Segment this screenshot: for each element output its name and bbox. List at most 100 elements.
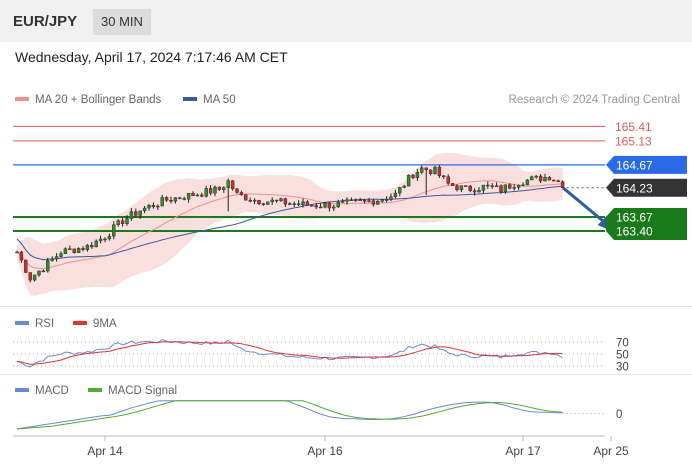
legend-macd-signal-label: MACD Signal bbox=[108, 385, 178, 397]
candle-body bbox=[147, 205, 151, 209]
candle-body bbox=[142, 207, 147, 212]
candle-body bbox=[446, 176, 450, 184]
legend-rsi-ma: 9MA bbox=[73, 318, 117, 330]
candle-body bbox=[415, 172, 420, 179]
candle-body bbox=[305, 201, 310, 206]
candle-body bbox=[340, 200, 345, 203]
candle-body bbox=[323, 202, 327, 208]
candle-body bbox=[332, 206, 336, 209]
candle-body bbox=[411, 174, 415, 179]
candle-body bbox=[296, 203, 301, 205]
candle-body bbox=[204, 188, 208, 197]
level-tag-164.67 bbox=[606, 155, 687, 174]
candle-body bbox=[156, 205, 160, 208]
legend-macd-signal: MACD Signal bbox=[88, 385, 177, 397]
rsi-level-label-30: 30 bbox=[616, 362, 629, 374]
candle-body bbox=[516, 184, 521, 188]
candle-body bbox=[261, 203, 266, 205]
forecast-arrow bbox=[562, 186, 612, 232]
legend-rsi-label: RSI bbox=[35, 318, 55, 330]
candle-body bbox=[490, 185, 494, 187]
candle-body bbox=[384, 199, 389, 201]
support-tag bbox=[606, 207, 687, 241]
candle-body bbox=[406, 174, 411, 187]
candle-body bbox=[428, 169, 433, 174]
candle-body bbox=[59, 253, 63, 257]
timeframe-button[interactable]: 30 MIN bbox=[93, 9, 151, 35]
ma20-swatch bbox=[15, 96, 29, 101]
candle-body bbox=[318, 206, 323, 209]
candle-body bbox=[19, 251, 24, 261]
candle-body bbox=[37, 270, 41, 276]
candle-body bbox=[191, 192, 195, 197]
candle-body bbox=[464, 185, 468, 187]
candle-body bbox=[552, 179, 556, 182]
legend-ma50-label: MA 50 bbox=[203, 94, 236, 106]
legend-ma20: MA 20 + Bollinger Bands bbox=[15, 94, 161, 106]
price-levels bbox=[13, 125, 605, 233]
candle-body bbox=[15, 251, 19, 254]
candle-body bbox=[120, 220, 125, 224]
candle-body bbox=[494, 185, 499, 187]
candle-body bbox=[371, 200, 376, 205]
rsi-swatch bbox=[15, 320, 29, 325]
candle-body bbox=[279, 198, 283, 201]
chart-header: EUR/JPY 30 MIN bbox=[0, 0, 692, 42]
candle-body bbox=[345, 199, 349, 202]
candle-body bbox=[134, 211, 138, 216]
candle-body bbox=[283, 198, 288, 205]
candle-body bbox=[288, 203, 292, 205]
candlesticks bbox=[15, 165, 565, 283]
candle-body bbox=[398, 187, 402, 194]
level-label-163.67: 163.67 bbox=[616, 210, 653, 224]
candle-body bbox=[543, 177, 547, 182]
candle-body bbox=[217, 186, 222, 190]
x-axis: Apr 14 Apr 16 Apr 17 Apr 25 bbox=[13, 435, 629, 458]
candle-body bbox=[380, 199, 384, 202]
legend-ma50: MA 50 bbox=[183, 94, 236, 106]
candle-body bbox=[195, 194, 200, 197]
candle-body bbox=[521, 184, 525, 187]
candle-body bbox=[349, 199, 354, 201]
candle-body bbox=[477, 190, 481, 193]
x-tick-label: Apr 25 bbox=[593, 444, 629, 458]
bollinger-band-fill bbox=[17, 152, 563, 296]
candle-body bbox=[257, 200, 261, 204]
candle-body bbox=[292, 203, 296, 205]
candle-body bbox=[138, 210, 142, 216]
candle-body bbox=[112, 224, 116, 237]
candle-body bbox=[239, 192, 244, 195]
candle-body bbox=[248, 200, 252, 202]
candle-body bbox=[367, 200, 371, 202]
candle-body bbox=[129, 211, 134, 219]
candle-body bbox=[266, 201, 270, 205]
candle-body bbox=[534, 175, 538, 178]
candle-body bbox=[116, 220, 120, 225]
candle-body bbox=[442, 175, 446, 178]
legend-ma20-label: MA 20 + Bollinger Bands bbox=[35, 94, 162, 106]
candle-body bbox=[169, 200, 173, 202]
candle-body bbox=[226, 180, 230, 188]
candle-body bbox=[32, 274, 37, 281]
candle-body bbox=[525, 179, 530, 186]
candle-body bbox=[358, 199, 362, 202]
rsi-line bbox=[16, 339, 563, 368]
candle-body bbox=[472, 190, 477, 193]
candle-body bbox=[173, 197, 178, 202]
rsi-ma-swatch bbox=[73, 320, 87, 325]
candle-body bbox=[54, 256, 59, 260]
candle-body bbox=[486, 184, 490, 187]
candle-body bbox=[24, 259, 28, 273]
legend-rsi: RSI bbox=[15, 318, 54, 330]
candle-body bbox=[68, 248, 72, 250]
candle-body bbox=[235, 188, 239, 193]
candle-body bbox=[98, 238, 103, 242]
level-label-165.41: 165.41 bbox=[615, 120, 652, 134]
legend-macd: MACD bbox=[15, 385, 69, 397]
candle-body bbox=[186, 192, 191, 200]
candle-body bbox=[314, 205, 318, 208]
legend-macd-label: MACD bbox=[35, 385, 69, 397]
candle-body bbox=[354, 199, 358, 201]
